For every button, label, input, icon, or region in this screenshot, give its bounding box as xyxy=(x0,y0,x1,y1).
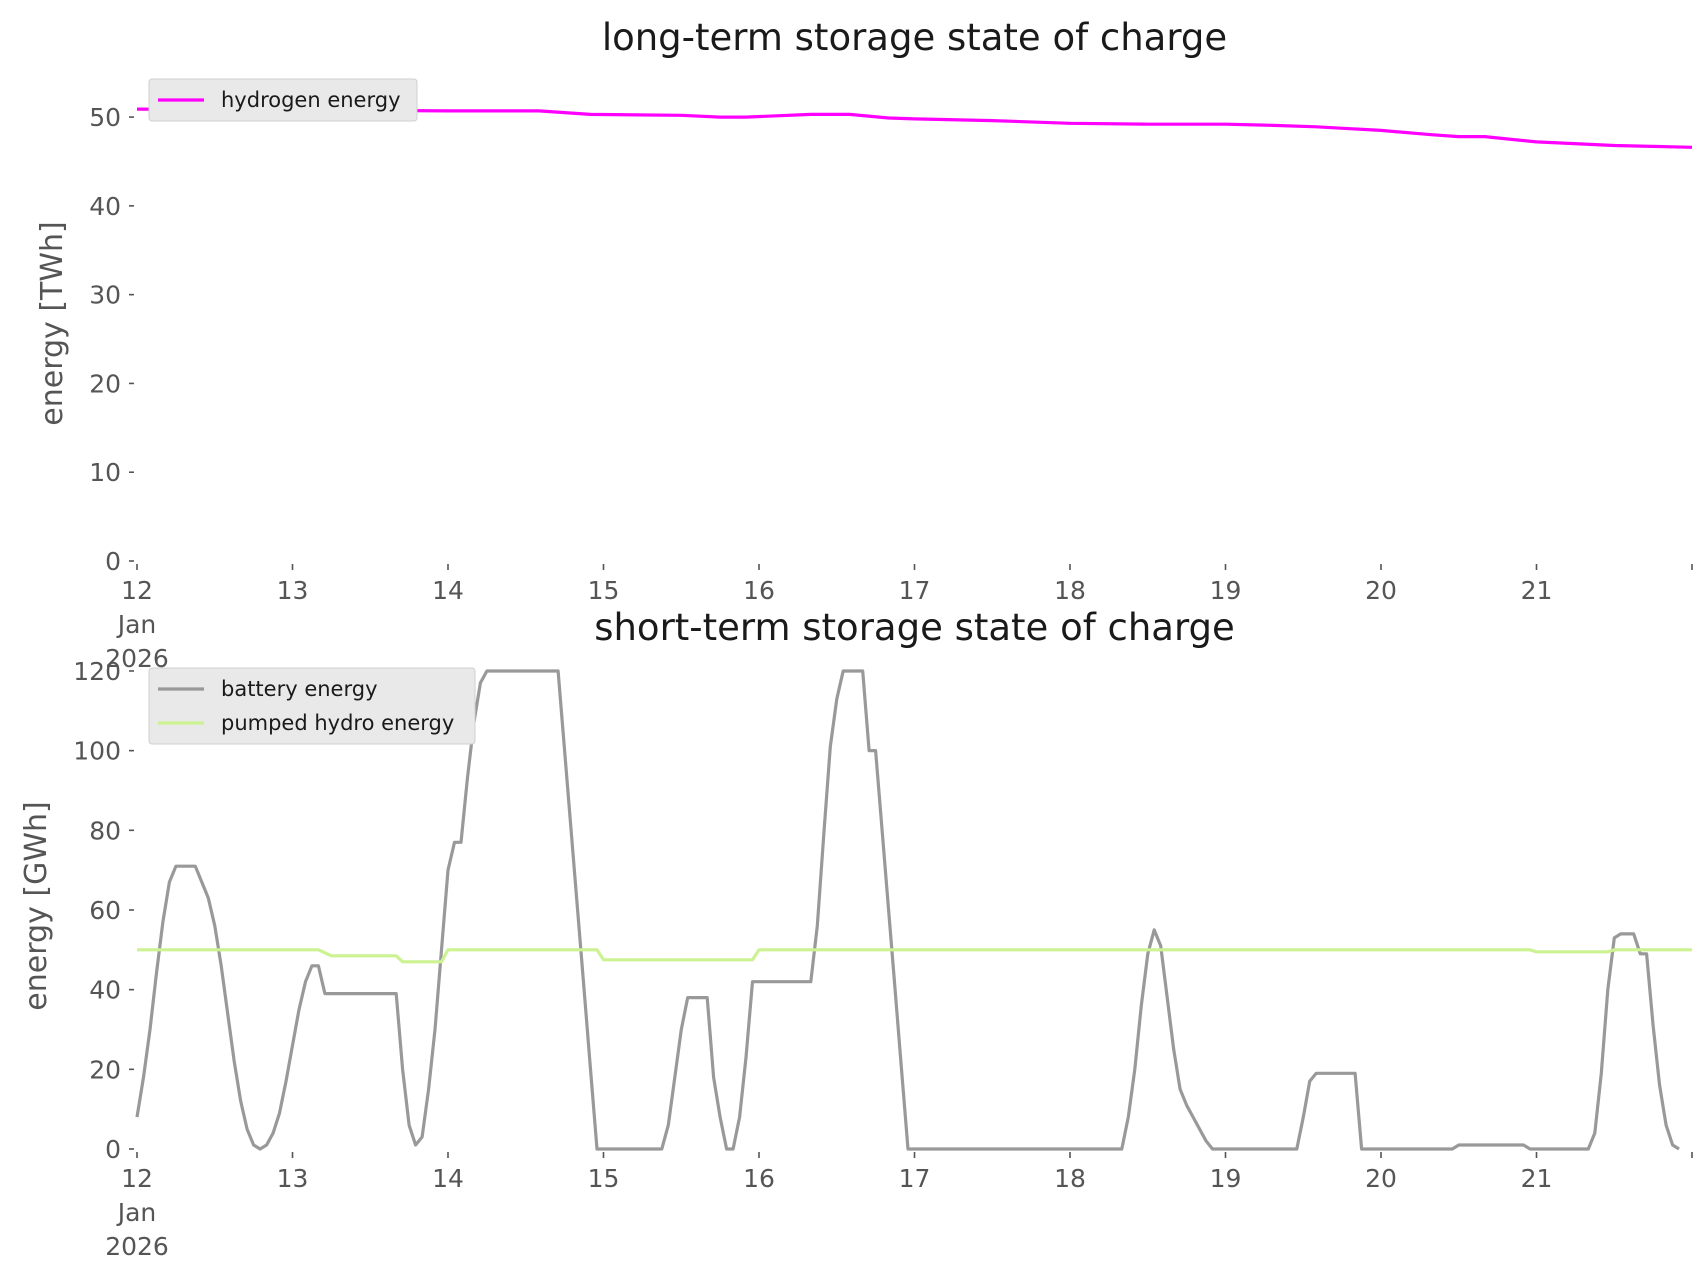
x-tick-label: 20 xyxy=(1365,576,1397,605)
legend-entry: battery energy xyxy=(221,677,378,701)
x-tick-label: 12 xyxy=(121,576,153,605)
series-line-hydrogen-energy xyxy=(136,107,1693,149)
y-tick-label: 20 xyxy=(89,369,121,398)
x-tick-label: 12 xyxy=(121,1164,153,1193)
short-term-storage-chart: short-term storage state of charge energy… xyxy=(19,606,1693,1261)
x-tick-label: 19 xyxy=(1210,1164,1242,1193)
x-tick-label: 13 xyxy=(277,576,309,605)
x-tick-label: 17 xyxy=(899,1164,931,1193)
legend-entry: pumped hydro energy xyxy=(221,711,454,735)
y-axis-label: energy [TWh] xyxy=(35,221,70,425)
series-line-battery-energy xyxy=(135,669,1680,1151)
x-tick-label: 18 xyxy=(1054,576,1086,605)
legend: battery energy pumped hydro energy xyxy=(148,667,476,745)
x-tick-sublabel: Jan xyxy=(116,1198,157,1227)
x-tick-sublabel: Jan xyxy=(116,610,157,639)
x-tick-label: 19 xyxy=(1210,576,1242,605)
y-tick-label: 80 xyxy=(89,816,121,845)
series-line-pumped-hydro-energy xyxy=(137,948,1692,964)
x-tick-label: 21 xyxy=(1521,1164,1553,1193)
x-tick-label: 13 xyxy=(277,1164,309,1193)
long-term-storage-chart: long-term storage state of charge energy … xyxy=(35,16,1693,673)
y-axis-label: energy [GWh] xyxy=(19,801,54,1010)
x-tick-label: 16 xyxy=(743,1164,775,1193)
y-tick-label: 100 xyxy=(73,737,121,766)
y-tick-label: 40 xyxy=(89,192,121,221)
chart-title: short-term storage state of charge xyxy=(594,606,1235,649)
x-tick-sublabel: 2026 xyxy=(105,1232,169,1261)
y-tick-label: 0 xyxy=(105,547,121,576)
y-tick-label: 120 xyxy=(73,657,121,686)
chart-title: long-term storage state of charge xyxy=(602,16,1227,59)
x-tick-label: 17 xyxy=(899,576,931,605)
y-tick-label: 60 xyxy=(89,896,121,925)
x-tick-label: 21 xyxy=(1521,576,1553,605)
legend-box xyxy=(148,78,418,122)
y-tick-label: 10 xyxy=(89,458,121,487)
y-tick-label: 20 xyxy=(89,1055,121,1084)
x-tick-label: 20 xyxy=(1365,1164,1397,1193)
legend-entry: hydrogen energy xyxy=(221,88,401,112)
legend-box xyxy=(148,667,476,745)
x-tick-label: 14 xyxy=(432,1164,464,1193)
x-tick-label: 15 xyxy=(588,576,620,605)
y-tick-label: 30 xyxy=(89,281,121,310)
x-tick-label: 18 xyxy=(1054,1164,1086,1193)
x-tick-label: 14 xyxy=(432,576,464,605)
x-tick-label: 15 xyxy=(588,1164,620,1193)
y-tick-label: 0 xyxy=(105,1135,121,1164)
legend: hydrogen energy xyxy=(148,78,418,122)
y-tick-label: 50 xyxy=(89,103,121,132)
y-tick-label: 40 xyxy=(89,976,121,1005)
x-tick-label: 16 xyxy=(743,576,775,605)
